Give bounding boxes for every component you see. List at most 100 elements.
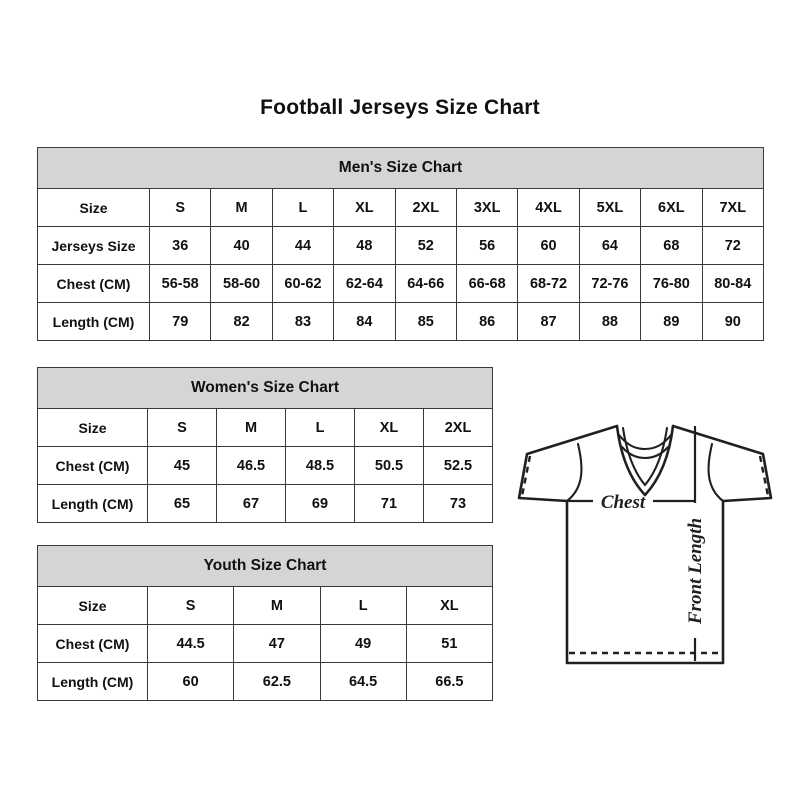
mens-length-m: 82 [210,302,273,341]
mens-header-6xl: 6XL [640,188,703,227]
jersey-measurement-diagram: Chest Front Length [505,395,785,685]
mens-header-3xl: 3XL [455,188,519,227]
mens-header-2xl: 2XL [394,188,457,227]
mens-length-3xl: 86 [455,302,519,341]
mens-chart-caption: Men's Size Chart [37,147,764,189]
mens-chest-2xl: 64-66 [394,264,457,303]
mens-jerseys-size-3xl: 56 [455,226,519,265]
youth-chest-xl: 51 [405,624,494,663]
chest-measure-label: Chest [601,492,646,513]
mens-header-xl: XL [333,188,396,227]
womens-chest-2xl: 52.5 [423,446,493,485]
page-title: Football Jerseys Size Chart [260,96,540,119]
womens-length-2xl: 73 [423,484,493,523]
womens-chest-m: 46.5 [216,446,286,485]
mens-jerseys-size-label: Jerseys Size [37,226,150,265]
mens-chest-s: 56-58 [148,264,212,303]
youth-caption-row: Youth Size Chart [37,545,493,587]
womens-length-l: 69 [285,484,355,523]
table-row: Length (CM) 79 82 83 84 85 86 87 88 89 9… [37,302,765,341]
mens-jerseys-size-m: 40 [210,226,273,265]
mens-chest-l: 60-62 [271,264,335,303]
mens-header-row: Size S M L XL 2XL 3XL 4XL 5XL 6XL 7XL [37,188,765,227]
mens-jerseys-size-l: 44 [271,226,335,265]
youth-length-l: 64.5 [319,662,407,701]
mens-jerseys-size-s: 36 [148,226,212,265]
mens-header-m: M [210,188,273,227]
mens-header-s: S [148,188,212,227]
womens-header-size-label: Size [37,408,148,447]
mens-length-xl: 84 [333,302,396,341]
mens-jerseys-size-7xl: 72 [701,226,765,265]
youth-header-size-label: Size [37,586,148,625]
mens-length-7xl: 90 [701,302,765,341]
mens-chest-label: Chest (CM) [37,264,150,303]
mens-length-l: 83 [271,302,335,341]
womens-length-label: Length (CM) [37,484,148,523]
youth-length-xl: 66.5 [405,662,494,701]
womens-chest-l: 48.5 [285,446,355,485]
mens-header-5xl: 5XL [578,188,642,227]
youth-header-xl: XL [405,586,494,625]
womens-length-m: 67 [216,484,286,523]
mens-chest-7xl: 80-84 [701,264,765,303]
mens-caption-row: Men's Size Chart [37,147,764,189]
womens-chart-caption: Women's Size Chart [37,367,493,409]
youth-header-l: L [319,586,407,625]
mens-chest-5xl: 72-76 [578,264,642,303]
womens-header-s: S [147,408,217,447]
mens-length-6xl: 89 [640,302,703,341]
womens-chest-s: 45 [147,446,217,485]
mens-header-4xl: 4XL [517,188,580,227]
womens-length-s: 65 [147,484,217,523]
womens-header-m: M [216,408,286,447]
table-row: Length (CM) 65 67 69 71 73 [37,484,493,523]
womens-chest-label: Chest (CM) [37,446,148,485]
mens-length-4xl: 87 [517,302,580,341]
table-row: Chest (CM) 56-58 58-60 60-62 62-64 64-66… [37,264,765,303]
womens-header-l: L [285,408,355,447]
youth-chest-s: 44.5 [146,624,235,663]
mens-chest-m: 58-60 [210,264,273,303]
youth-header-m: M [233,586,321,625]
youth-chest-label: Chest (CM) [37,624,148,663]
table-row: Jerseys Size 36 40 44 48 52 56 60 64 68 … [37,226,765,265]
mens-chest-4xl: 68-72 [517,264,580,303]
youth-length-m: 62.5 [233,662,321,701]
mens-chest-6xl: 76-80 [640,264,703,303]
mens-jerseys-size-6xl: 68 [640,226,703,265]
mens-length-2xl: 85 [394,302,457,341]
womens-length-xl: 71 [354,484,424,523]
mens-length-s: 79 [148,302,212,341]
mens-jerseys-size-xl: 48 [333,226,396,265]
womens-caption-row: Women's Size Chart [37,367,493,409]
mens-size-chart-table: Men's Size Chart Size S M L XL 2XL 3XL 4… [37,147,765,341]
mens-jerseys-size-4xl: 60 [517,226,580,265]
womens-header-2xl: 2XL [423,408,493,447]
table-row: Chest (CM) 44.5 47 49 51 [37,624,494,663]
mens-jerseys-size-5xl: 64 [578,226,642,265]
womens-size-chart-table: Women's Size Chart Size S M L XL 2XL Che… [37,367,493,523]
mens-chest-xl: 62-64 [333,264,396,303]
youth-chest-m: 47 [233,624,321,663]
womens-header-row: Size S M L XL 2XL [37,408,493,447]
youth-header-row: Size S M L XL [37,586,494,625]
youth-chest-l: 49 [319,624,407,663]
mens-jerseys-size-2xl: 52 [394,226,457,265]
womens-chest-xl: 50.5 [354,446,424,485]
front-length-measure-label: Front Length [685,518,706,625]
mens-header-size-label: Size [37,188,150,227]
youth-size-chart-table: Youth Size Chart Size S M L XL Chest (CM… [37,545,494,701]
youth-length-s: 60 [146,662,235,701]
youth-header-s: S [146,586,235,625]
mens-chest-3xl: 66-68 [455,264,519,303]
youth-length-label: Length (CM) [37,662,148,701]
mens-header-l: L [271,188,335,227]
table-row: Length (CM) 60 62.5 64.5 66.5 [37,662,494,701]
mens-header-7xl: 7XL [701,188,765,227]
table-row: Chest (CM) 45 46.5 48.5 50.5 52.5 [37,446,493,485]
womens-header-xl: XL [354,408,424,447]
mens-length-5xl: 88 [578,302,642,341]
mens-length-label: Length (CM) [37,302,150,341]
youth-chart-caption: Youth Size Chart [37,545,493,587]
